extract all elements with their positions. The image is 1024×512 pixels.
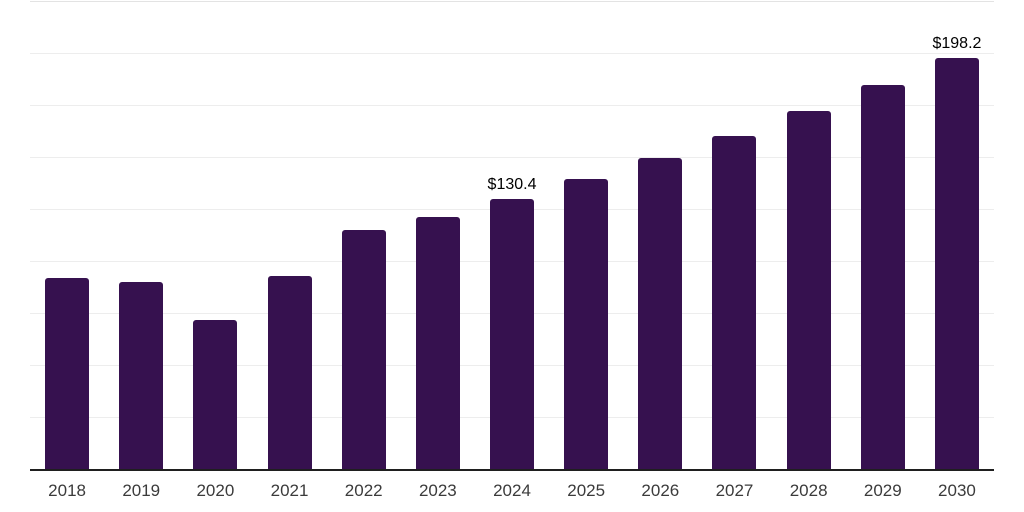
bar-2025 [564,179,609,470]
x-tick-label-2025: 2025 [567,481,606,500]
bar-column-2026 [623,2,697,470]
x-tick-label-2019: 2019 [122,481,161,500]
bar-2023 [415,217,460,470]
bars-container: $130.4 $198.2 [30,2,994,470]
gridline-150 [30,157,994,159]
bar-2027 [712,135,757,470]
gridline-175 [30,105,994,106]
bar-2021 [267,275,312,470]
x-tick-label-2026: 2026 [641,481,680,500]
bar-column-2029 [846,2,920,470]
x-tick-label-2020: 2020 [196,481,235,500]
bar-column-2024: $130.4 [475,2,549,470]
gridline-225 [30,1,994,2]
x-tick-label-2018: 2018 [48,481,86,500]
bar-column-2023 [401,2,475,470]
bar-2029 [860,85,905,470]
x-tick-label-2028: 2028 [789,481,828,500]
data-label-2024: $130.4 [487,175,537,193]
x-tick-label-2022: 2022 [344,481,383,500]
x-axis-line [30,469,994,471]
x-tick-label-2029: 2029 [863,481,902,500]
bar-column-2030: $198.2 [920,2,994,470]
bar-column-2022 [327,2,401,470]
bar-2022 [341,229,386,470]
bar-2018 [45,277,90,470]
bar-column-2020 [178,2,252,470]
bar-column-2018 [30,2,104,470]
bar-column-2028 [772,2,846,470]
gridline-200 [30,53,994,54]
x-tick-label-2021: 2021 [270,481,309,500]
x-axis-tick-labels: 2018 2019 2020 2021 2022 2023 2024 2025 2026 2027… [30,481,994,501]
x-tick-label-2030: 2030 [938,481,976,500]
bar-column-2025 [549,2,623,470]
x-tick-label-2023: 2023 [418,481,457,500]
bar-2019 [119,281,164,470]
bar-2030: $198.2 [932,35,981,470]
plot-area: $130.4 $198.2 [30,1,994,470]
x-tick-label-2024: 2024 [493,481,531,500]
bar-2026 [638,158,683,470]
bar-column-2021 [252,2,326,470]
bar-column-2027 [697,2,771,470]
bar-column-2019 [104,2,178,470]
x-tick-label-2027: 2027 [715,481,754,500]
bar-2028 [786,111,831,470]
bar-2020 [193,320,238,470]
bar-2024: $130.4 [488,176,536,470]
data-label-2030: $198.2 [932,34,982,52]
